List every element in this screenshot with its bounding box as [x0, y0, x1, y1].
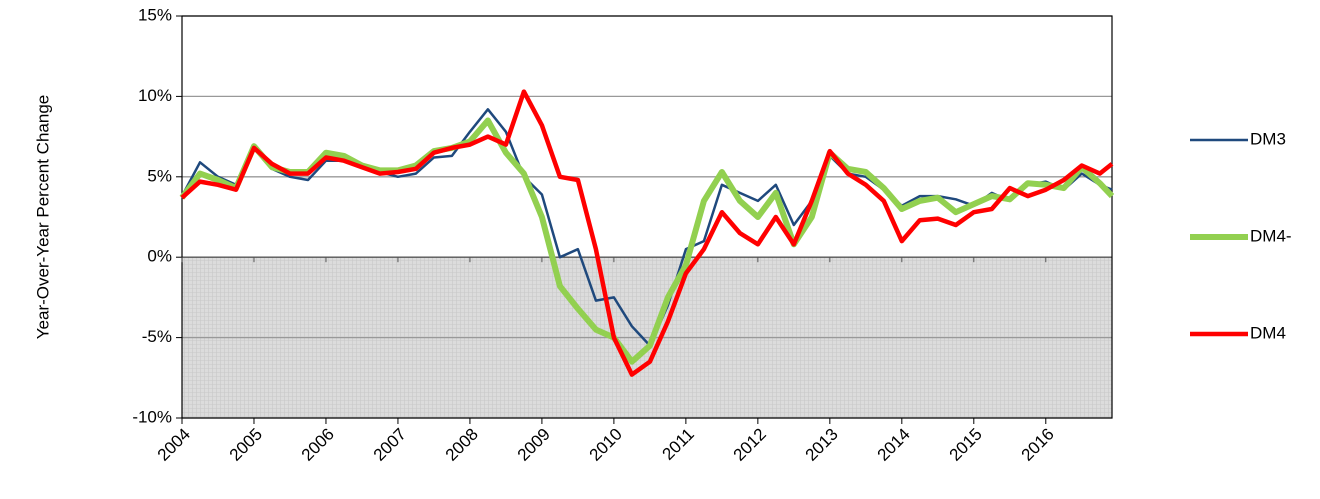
x-tick-label: 2012	[730, 425, 770, 465]
x-tick-label: 2015	[946, 425, 986, 465]
x-tick-label: 2011	[659, 425, 698, 464]
x-tick-label: 2010	[586, 425, 626, 465]
x-tick-label: 2006	[298, 425, 338, 465]
y-axis-label: Year-Over-Year Percent Change	[33, 95, 52, 339]
y-tick-label: 5%	[147, 166, 172, 185]
legend-label: DM4-	[1250, 226, 1292, 245]
x-tick-label: 2016	[1018, 425, 1058, 465]
y-tick-label: -5%	[142, 327, 172, 346]
x-tick-label: 2009	[514, 425, 554, 465]
series-line	[180, 89, 1114, 377]
y-tick-label: 15%	[138, 5, 172, 24]
x-tick-label: 2007	[370, 425, 410, 465]
series-line	[179, 117, 1115, 365]
x-tick-label: 2004	[154, 425, 194, 465]
x-tick-label: 2014	[874, 425, 914, 465]
plot-frame	[181, 15, 1113, 419]
x-tick-label: 2013	[802, 425, 842, 465]
x-tick-label: 2005	[226, 425, 266, 465]
y-tick-label: 10%	[138, 86, 172, 105]
legend-label: DM3	[1250, 129, 1286, 148]
legend-label: DM4	[1250, 323, 1286, 342]
x-tick-label: 2008	[442, 425, 482, 465]
y-tick-label: 0%	[147, 247, 172, 266]
y-tick-label: -10%	[132, 407, 172, 426]
